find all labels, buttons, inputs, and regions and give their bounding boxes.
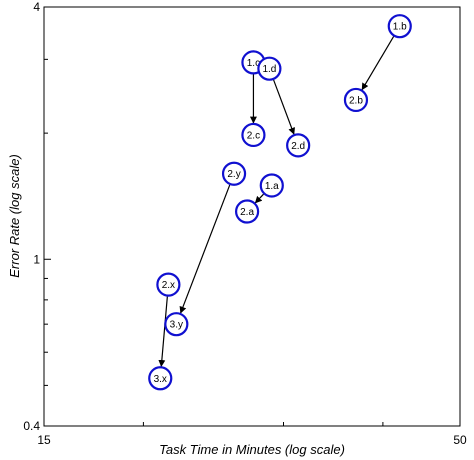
point-label: 1.a [265,181,279,192]
axis-ticks [43,6,461,427]
point-1.b: 1.b [387,14,412,39]
plot-frame [43,6,461,427]
point-2.a: 2.a [234,199,260,224]
x-axis-title: Task Time in Minutes (log scale) [159,442,345,457]
point-2.d: 2.d [286,133,311,158]
point-label: 2.b [349,95,363,106]
point-3.y: 3.y [164,312,189,337]
point-marker [241,122,266,148]
point-series: 1.a 2.a 1.b 2.b 1.c 2.c 1.d 2.d 2.x 3.x 2.y 3.y [148,14,412,391]
point-2.x: 2.x [156,272,181,297]
point-label: 2.c [247,130,260,141]
point-2.b: 2.b [343,87,369,113]
point-label: 2.a [240,207,254,218]
y-tick-label: 1 [33,252,40,266]
point-label: 2.y [227,169,240,180]
x-tick-label: 15 [37,433,51,447]
point-marker [257,56,282,81]
arrow-1.d-to-2.d [273,79,296,135]
y-tick-label: 4 [33,0,40,14]
point-marker [156,272,181,297]
x-tick-label: 50 [453,433,467,447]
point-label: 1.c [247,58,260,69]
point-label: 3.y [170,320,183,331]
point-label: 2.x [162,280,175,291]
arrow-2.y-to-3.y [179,184,231,314]
point-marker [234,199,260,224]
point-label: 1.d [262,64,276,75]
point-2.y: 2.y [221,161,247,186]
point-2.c: 2.c [241,122,266,148]
y-tick-label: 0.4 [23,419,40,433]
point-label: 2.d [291,141,305,152]
point-label: 1.b [393,22,407,33]
point-3.x: 3.x [148,366,173,391]
point-marker [164,312,189,337]
arrow-1.b-to-2.b [361,36,395,91]
arrow-2.x-to-3.x [158,296,168,368]
axis-tick-labels: 15 50 0.4 1 4 [23,0,467,447]
y-axis-title: Error Rate (log scale) [7,154,22,278]
point-marker [286,133,311,158]
point-marker [259,173,284,198]
point-marker [221,161,247,186]
point-1.a: 1.a [259,173,284,198]
arrow-series [158,36,395,368]
point-1.d: 1.d [257,56,282,81]
arrow-1.a-to-2.a [254,193,264,204]
point-marker [148,366,173,391]
point-label: 3.x [154,374,167,385]
point-marker [343,87,369,113]
point-marker [387,14,412,39]
